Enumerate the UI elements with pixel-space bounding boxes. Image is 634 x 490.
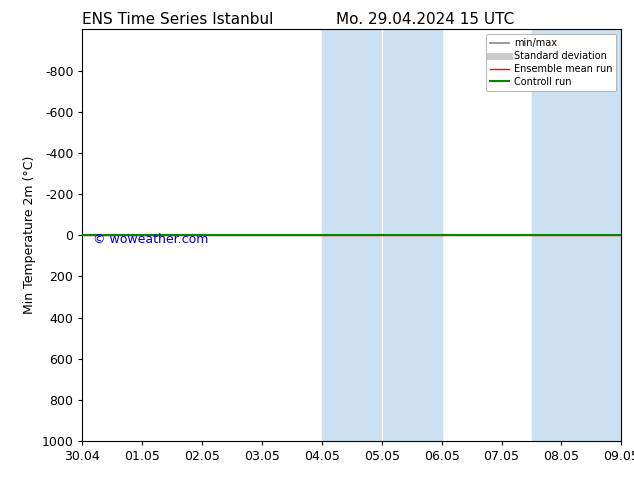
Text: © woweather.com: © woweather.com [93,233,209,246]
Bar [322,29,442,441]
Bar [531,29,621,441]
Text: ENS Time Series Istanbul: ENS Time Series Istanbul [82,12,273,27]
Legend: min/max, Standard deviation, Ensemble mean run, Controll run: min/max, Standard deviation, Ensemble me… [486,34,616,91]
Text: Mo. 29.04.2024 15 UTC: Mo. 29.04.2024 15 UTC [335,12,514,27]
Y-axis label: Min Temperature 2m (°C): Min Temperature 2m (°C) [23,156,36,315]
